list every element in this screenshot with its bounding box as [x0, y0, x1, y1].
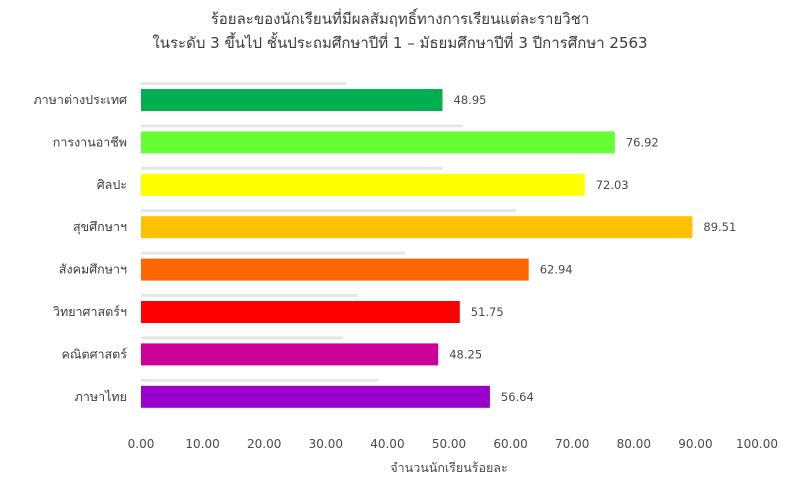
bar [141, 343, 439, 366]
bar-shadow [141, 82, 347, 85]
x-tick-label: 70.00 [555, 437, 589, 451]
bar [141, 173, 585, 196]
category-label: วิทยาศาสตร์ฯ [53, 304, 127, 319]
data-label: 62.94 [540, 263, 573, 277]
x-axis-ticks: 0.00 10.00 20.00 30.00 40.00 50.00 60.00 70.00 8… [128, 437, 778, 451]
bar [141, 131, 615, 154]
x-tick-label: 50.00 [432, 437, 466, 451]
x-tick-label: 40.00 [370, 437, 404, 451]
chart-title: ร้อยละของนักเรียนที่มีผลสัมฤทธิ์ทางการเร… [211, 8, 590, 28]
x-tick-label: 90.00 [678, 437, 712, 451]
data-label: 76.92 [626, 135, 659, 149]
category-label: คณิตศาสตร์ [62, 346, 128, 361]
bar-shadow [141, 336, 344, 340]
bars-group: ภาษาต่างประเทศ 48.95 การงานอาชีพ 76.92 ศิลปะ… [33, 82, 736, 408]
data-label: 48.25 [449, 347, 482, 361]
category-label: ภาษาต่างประเทศ [33, 92, 127, 107]
x-tick-label: 60.00 [493, 437, 527, 451]
bar-shadow [141, 378, 379, 382]
x-tick-label: 30.00 [309, 437, 343, 451]
data-label: 56.64 [501, 390, 534, 404]
bar [141, 89, 443, 111]
chart-subtitle: ในระดับ 3 ขึ้นไป ชั้นประถมศึกษาปีที่ 1 –… [152, 32, 647, 52]
bar [141, 385, 490, 408]
x-tick-label: 20.00 [247, 437, 281, 451]
bar [141, 258, 529, 281]
x-tick-label: 100.00 [736, 437, 778, 451]
x-tick-label: 10.00 [185, 437, 219, 451]
category-label: สุขศึกษาฯ [73, 219, 127, 235]
bar [141, 301, 460, 323]
category-label: การงานอาชีพ [53, 134, 127, 149]
bar-shadow [141, 209, 516, 213]
bar [141, 216, 693, 239]
x-tick-label: 0.00 [128, 437, 155, 451]
data-label: 89.51 [703, 220, 736, 234]
bar-shadow [141, 124, 464, 128]
category-label: ศิลปะ [97, 177, 127, 192]
bar-shadow [141, 166, 443, 170]
data-label: 51.75 [471, 305, 504, 319]
data-label: 72.03 [596, 178, 629, 192]
data-label: 48.95 [454, 93, 487, 107]
bar-shadow [141, 251, 405, 255]
bar-shadow [141, 294, 358, 297]
x-axis-title: จำนวนนักเรียนร้อยละ [390, 460, 507, 475]
category-label: ภาษาไทย [75, 389, 127, 404]
x-tick-label: 80.00 [617, 437, 651, 451]
category-label: สังคมศึกษาฯ [59, 262, 127, 277]
